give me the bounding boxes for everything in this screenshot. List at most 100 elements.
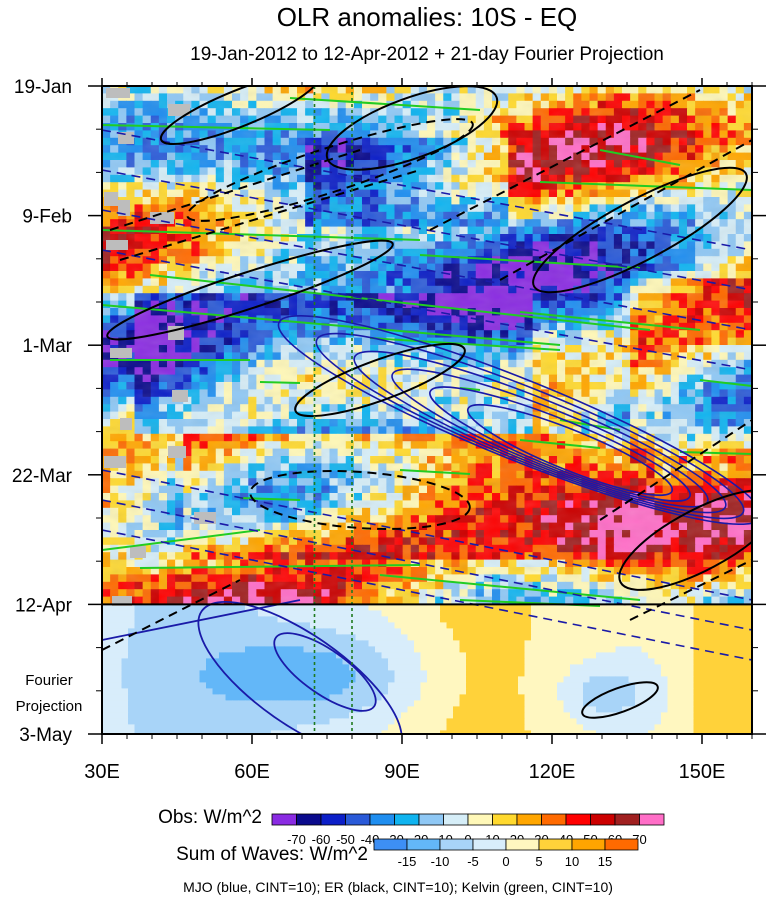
er-contour — [532, 166, 748, 294]
waves-colorbar-tick: 0 — [502, 854, 509, 869]
kelvin-contour — [239, 497, 301, 501]
x-tick-label: 30E — [84, 761, 120, 783]
obs-colorbar-swatch — [296, 813, 322, 826]
er-contour — [294, 342, 466, 418]
missing-patch — [120, 418, 132, 430]
er-contour — [109, 149, 361, 231]
y-tick-label: 3-May — [19, 725, 72, 746]
chart-title: OLR anomalies: 10S - EQ — [277, 2, 578, 32]
obs-colorbar-swatch — [345, 813, 371, 826]
mjo-contour — [315, 332, 745, 520]
kelvin-contour — [539, 181, 752, 191]
obs-colorbar-swatch — [590, 813, 616, 826]
projection-label-line1: Fourier — [25, 672, 73, 689]
mjo-contour — [102, 209, 752, 331]
waves-colorbar-swatch — [505, 838, 540, 851]
mjo-contour — [102, 129, 752, 251]
kelvin-contour — [379, 574, 641, 601]
x-tick-label: 150E — [679, 761, 726, 783]
obs-colorbar-swatch — [443, 813, 469, 826]
obs-colorbar-swatch — [320, 813, 346, 826]
y-tick-label: 12-Apr — [15, 595, 73, 616]
kelvin-contour — [149, 274, 651, 331]
kelvin-contour — [699, 379, 752, 387]
obs-colorbar-swatch — [639, 813, 665, 826]
missing-patch — [168, 104, 190, 116]
mjo-contour — [391, 368, 709, 508]
missing-patch — [172, 390, 188, 402]
er-contour — [599, 419, 752, 521]
obs-colorbar-swatch — [492, 813, 518, 826]
y-axis: 19-Jan 9-Feb 1-Mar 22-Mar 12-Apr 3-May — [12, 77, 766, 746]
missing-patch — [104, 456, 126, 468]
waves-colorbar-swatch — [571, 838, 606, 851]
kelvin-contour — [679, 451, 752, 455]
obs-colorbar-label: Obs: W/m^2 — [158, 807, 262, 828]
obs-colorbar-swatch — [394, 813, 420, 826]
er-contour — [102, 579, 241, 651]
kelvin-contours — [102, 97, 752, 607]
er-contour — [581, 681, 659, 719]
waves-colorbar-swatch — [373, 838, 408, 851]
waves-colorbar-tick: 15 — [598, 854, 612, 869]
missing-patch — [106, 240, 128, 250]
x-tick-label: 90E — [384, 761, 420, 783]
er-contour — [186, 118, 474, 222]
waves-colorbar: -15 -10 -5 0 5 10 15 — [373, 838, 639, 869]
y-tick-label: 19-Jan — [14, 77, 72, 98]
er-contour — [618, 489, 752, 591]
mjo-contour — [353, 350, 727, 514]
projection-field — [102, 604, 752, 734]
waves-colorbar-swatch — [439, 838, 474, 851]
x-tick-label: 120E — [529, 761, 576, 783]
obs-colorbar-swatch — [614, 813, 640, 826]
kelvin-contour — [399, 469, 471, 475]
kelvin-contour — [519, 439, 601, 449]
missing-patch — [104, 192, 118, 206]
kelvin-contour — [102, 229, 421, 241]
waves-colorbar-tick: 10 — [565, 854, 579, 869]
waves-colorbar-tick: -15 — [398, 854, 417, 869]
kelvin-contour — [369, 337, 561, 351]
x-tick-label: 60E — [234, 761, 270, 783]
mjo-contour — [273, 632, 377, 712]
x-axis: 30E 60E 90E 120E 150E — [84, 78, 753, 783]
waves-colorbar-swatch — [472, 838, 507, 851]
er-contour — [325, 86, 499, 171]
contours-note: MJO (blue, CINT=10); ER (black, CINT=10)… — [183, 879, 613, 895]
projection-label-line2: Projection — [16, 698, 83, 715]
y-tick-label: 22-Mar — [12, 466, 73, 487]
chart-subtitle: 19-Jan-2012 to 12-Apr-2012 + 21-day Four… — [190, 44, 664, 65]
waves-colorbar-swatch — [406, 838, 441, 851]
kelvin-contour — [519, 311, 701, 331]
mjo-contour — [102, 469, 752, 601]
y-tick-label: 9-Feb — [22, 207, 72, 228]
er-contour — [429, 89, 701, 231]
kelvin-contour — [139, 564, 421, 569]
er-contour — [119, 169, 421, 261]
kelvin-contour — [102, 124, 331, 131]
missing-patch — [110, 348, 132, 358]
er-contours — [102, 86, 752, 719]
obs-colorbar-swatch — [516, 813, 542, 826]
mjo-contour — [102, 249, 752, 371]
kelvin-contour — [419, 254, 641, 269]
plot-area — [102, 86, 752, 734]
waves-colorbar-swatch — [538, 838, 573, 851]
missing-patch — [130, 546, 146, 558]
mjo-contour — [277, 314, 752, 526]
kelvin-contour — [102, 304, 561, 346]
obs-colorbar-swatch — [565, 813, 591, 826]
er-contour — [159, 86, 321, 145]
kelvin-contour — [599, 149, 681, 166]
mjo-contour — [102, 499, 752, 631]
vertical-markers — [313, 86, 353, 734]
waves-colorbar-label: Sum of Waves: W/m^2 — [176, 844, 368, 865]
missing-data-patches — [104, 88, 216, 606]
er-contour — [106, 239, 394, 341]
mjo-contour — [102, 169, 752, 291]
er-contour — [499, 139, 752, 281]
obs-colorbar-tick: -70 — [287, 832, 306, 847]
waves-colorbar-tick: -5 — [467, 854, 479, 869]
